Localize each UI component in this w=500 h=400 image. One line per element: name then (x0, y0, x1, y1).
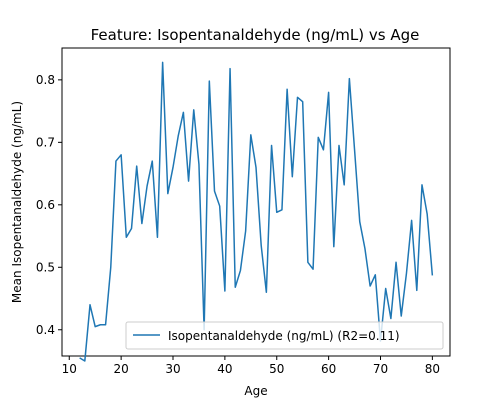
data-point (338, 145, 340, 147)
data-point (110, 266, 112, 268)
x-tick-label: 40 (217, 362, 232, 376)
data-point (307, 261, 309, 263)
data-point (105, 324, 107, 326)
data-point (100, 324, 102, 326)
data-point (271, 145, 273, 147)
y-tick-label: 0.7 (36, 135, 55, 149)
y-axis: 0.4 0.5 0.6 0.7 0.8 (36, 73, 62, 337)
plot-frame (61, 47, 451, 357)
series-line (79, 61, 434, 362)
x-tick-label: 30 (165, 362, 180, 376)
data-point (188, 180, 190, 182)
data-point (411, 220, 413, 222)
x-tick-label: 70 (373, 362, 388, 376)
data-point (131, 228, 133, 230)
data-point (354, 149, 356, 151)
data-point (333, 246, 335, 248)
data-point (416, 290, 418, 292)
data-point (260, 245, 262, 247)
data-point (349, 78, 351, 80)
data-point (146, 185, 148, 187)
y-tick-label: 0.5 (36, 260, 55, 274)
data-point (126, 236, 128, 238)
series-layer (79, 61, 434, 362)
data-point (84, 360, 86, 362)
data-point (209, 80, 211, 82)
data-point (79, 357, 81, 359)
data-point (167, 193, 169, 195)
data-point (157, 236, 159, 238)
data-point (400, 315, 402, 317)
data-point (141, 223, 143, 225)
data-point (183, 112, 185, 114)
data-point (375, 274, 377, 276)
data-point (395, 261, 397, 263)
legend-box (125, 321, 444, 350)
data-point (359, 221, 361, 223)
data-point (245, 230, 247, 232)
data-point (94, 326, 96, 328)
y-tick-label: 0.4 (36, 323, 55, 337)
data-point (172, 167, 174, 169)
x-axis: 10 20 30 40 50 60 70 80 (62, 356, 440, 376)
x-tick-label: 20 (113, 362, 128, 376)
data-point (266, 291, 268, 293)
x-tick-label: 50 (269, 362, 284, 376)
data-point (219, 205, 221, 207)
data-point (385, 288, 387, 290)
data-point (297, 97, 299, 99)
data-point (364, 248, 366, 250)
data-point (390, 318, 392, 320)
data-point (162, 62, 164, 64)
x-tick-label: 80 (425, 362, 440, 376)
data-point (312, 268, 314, 270)
data-point (234, 286, 236, 288)
data-point (323, 149, 325, 151)
x-axis-label: Age (244, 384, 267, 398)
x-tick-label: 10 (62, 362, 77, 376)
data-point (317, 137, 319, 139)
data-point (151, 160, 153, 162)
data-point (302, 101, 304, 103)
data-point (406, 273, 408, 275)
x-tick-label: 60 (321, 362, 336, 376)
data-point (421, 184, 423, 186)
y-axis-label: Mean Isopentanaldehyde (ng/mL) (10, 101, 24, 303)
data-point (426, 213, 428, 215)
data-point (343, 184, 345, 186)
data-point (255, 167, 257, 169)
data-point (328, 92, 330, 94)
data-point (193, 109, 195, 111)
chart-title: Feature: Isopentanaldehyde (ng/mL) vs Ag… (91, 26, 420, 44)
data-point (177, 135, 179, 137)
data-point (198, 163, 200, 165)
data-point (281, 209, 283, 211)
legend-label: Isopentanaldehyde (ng/mL) (R2=0.11) (168, 329, 400, 343)
data-point (229, 68, 231, 70)
data-point (115, 160, 117, 162)
y-tick-label: 0.8 (36, 73, 55, 87)
y-tick-label: 0.6 (36, 198, 55, 212)
data-point (120, 154, 122, 156)
data-point (224, 290, 226, 292)
data-point (276, 212, 278, 214)
data-point (250, 134, 252, 136)
data-point (136, 165, 138, 167)
data-point (214, 190, 216, 192)
data-point (369, 285, 371, 287)
data-point (240, 270, 242, 272)
data-point (292, 176, 294, 178)
data-point (286, 88, 288, 90)
legend: Isopentanaldehyde (ng/mL) (R2=0.11) (125, 321, 444, 350)
data-point (432, 275, 434, 277)
data-point (89, 304, 91, 306)
